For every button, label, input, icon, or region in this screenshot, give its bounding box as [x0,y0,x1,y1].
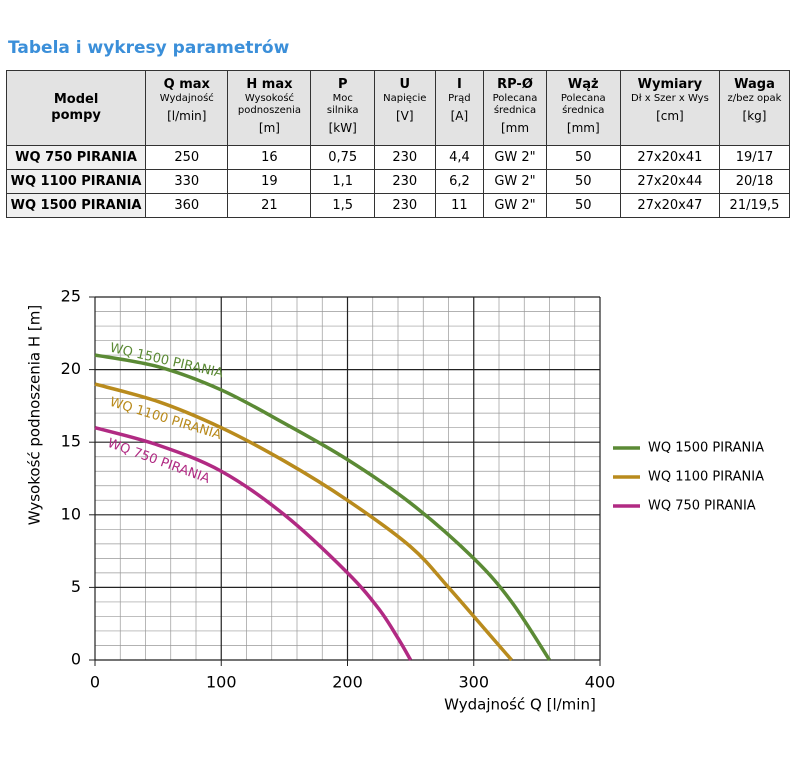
header-text: Wysokość [244,93,295,104]
table-cell: 50 [545,193,621,218]
header-cell: Waga z/bez opak [kg] [718,70,791,146]
header-text: [mm [500,121,530,135]
header-text: [V] [395,109,414,123]
header-text: H max [246,77,293,92]
header-text: Wydajność [159,93,214,104]
table-cell: 50 [545,169,621,194]
header-cell: RP-Ø Polecana średnica [mm [483,70,547,146]
table-cell: 250 [145,145,229,170]
x-tick-label: 300 [458,673,489,692]
page-title: Tabela i wykresy parametrów [8,38,290,58]
x-tick-label: 400 [585,673,616,692]
header-text: Model [53,92,99,107]
y-tick-label: 15 [61,432,81,451]
x-axis-label: Wydajność Q [l/min] [444,696,596,714]
header-text: Moc [332,93,353,104]
table-cell: 1,1 [310,169,376,194]
table-row: WQ 1500 PIRANIA 360 21 1,5 230 11 GW 2" 50 27x20… [5,193,791,218]
table-cell: 20/18 [718,169,791,194]
table-cell: WQ 750 PIRANIA [5,145,147,170]
header-text: Prąd [448,93,471,104]
header-text: [A] [450,109,469,123]
header-text: Wymiary [637,77,703,92]
table-cell: 11 [434,193,485,218]
legend-label: WQ 1100 PIRANIA [648,470,764,485]
table-cell: 27x20x41 [619,145,720,170]
header-cell: Q max Wydajność [l/min] [145,70,229,146]
table-cell: 21/19,5 [718,193,791,218]
header-text: P [337,77,348,92]
table-cell: 230 [374,193,436,218]
header-text: [kW] [328,121,357,135]
table-cell: 21 [227,193,312,218]
header-cell: P Moc silnika [kW] [310,70,376,146]
table-cell: 16 [227,145,312,170]
legend-label: WQ 750 PIRANIA [648,499,756,514]
x-tick-label: 200 [332,673,363,692]
curve [94,382,513,662]
y-axis-label: Wysokość podnoszenia H [m] [26,305,44,525]
x-tick-label: 100 [206,673,237,692]
header-text: Wąż [567,77,599,92]
y-tick-label: 20 [61,359,81,378]
table-cell: WQ 1500 PIRANIA [5,193,147,218]
header-text: [mm] [566,121,600,135]
table-cell: GW 2" [483,193,547,218]
header-text: [l/min] [167,109,207,123]
header-text: z/bez opak [727,93,782,104]
table-cell: 330 [145,169,229,194]
table-cell: 1,5 [310,193,376,218]
header-cell: I Prąd [A] [434,70,485,146]
table-cell: GW 2" [483,169,547,194]
header-text: [kg] [742,109,767,123]
header-text: U [399,77,411,92]
y-tick-label: 5 [71,577,81,596]
table-cell: 19/17 [718,145,791,170]
x-tick-label: 0 [90,673,100,692]
header-text: Q max [163,77,210,92]
header-text: średnica [493,105,537,116]
table-cell: 360 [145,193,229,218]
header-text: Waga [734,77,775,92]
header-text: podnoszenia [237,105,301,116]
legend-label: WQ 1500 PIRANIA [648,441,764,456]
header-text: średnica [562,105,605,116]
table-cell: 0,75 [310,145,376,170]
header-text: I [456,77,462,92]
header-text: [cm] [656,109,684,123]
header-text: RP-Ø [497,77,533,92]
table-cell: 27x20x47 [619,193,720,218]
header-text: Napięcie [383,93,427,104]
y-tick-label: 0 [71,650,81,669]
curve [94,353,551,661]
header-cell: Wąż Polecana średnica [mm] [545,70,621,146]
curve [94,425,413,661]
parameter-table: Model pompy Q max Wydajność [l/min] H max Wyso… [5,70,791,218]
header-text: Polecana [492,93,538,104]
table-cell: 230 [374,145,436,170]
header-cell: U Napięcie [V] [374,70,436,146]
header-cell: Wymiary Dł x Szer x Wys [cm] [619,70,720,146]
y-tick-label: 10 [61,504,81,523]
table-row: WQ 1100 PIRANIA 330 19 1,1 230 6,2 GW 2" 50 27x2… [5,169,791,194]
y-tick-label: 25 [61,287,81,306]
header-text: silnika [326,105,359,116]
header-text: pompy [51,108,101,123]
header-text: Polecana [560,93,606,104]
header-text: Dł x Szer x Wys [631,93,709,104]
header-text: [m] [258,121,280,135]
header-cell: H max Wysokość podnoszenia [m] [227,70,312,146]
